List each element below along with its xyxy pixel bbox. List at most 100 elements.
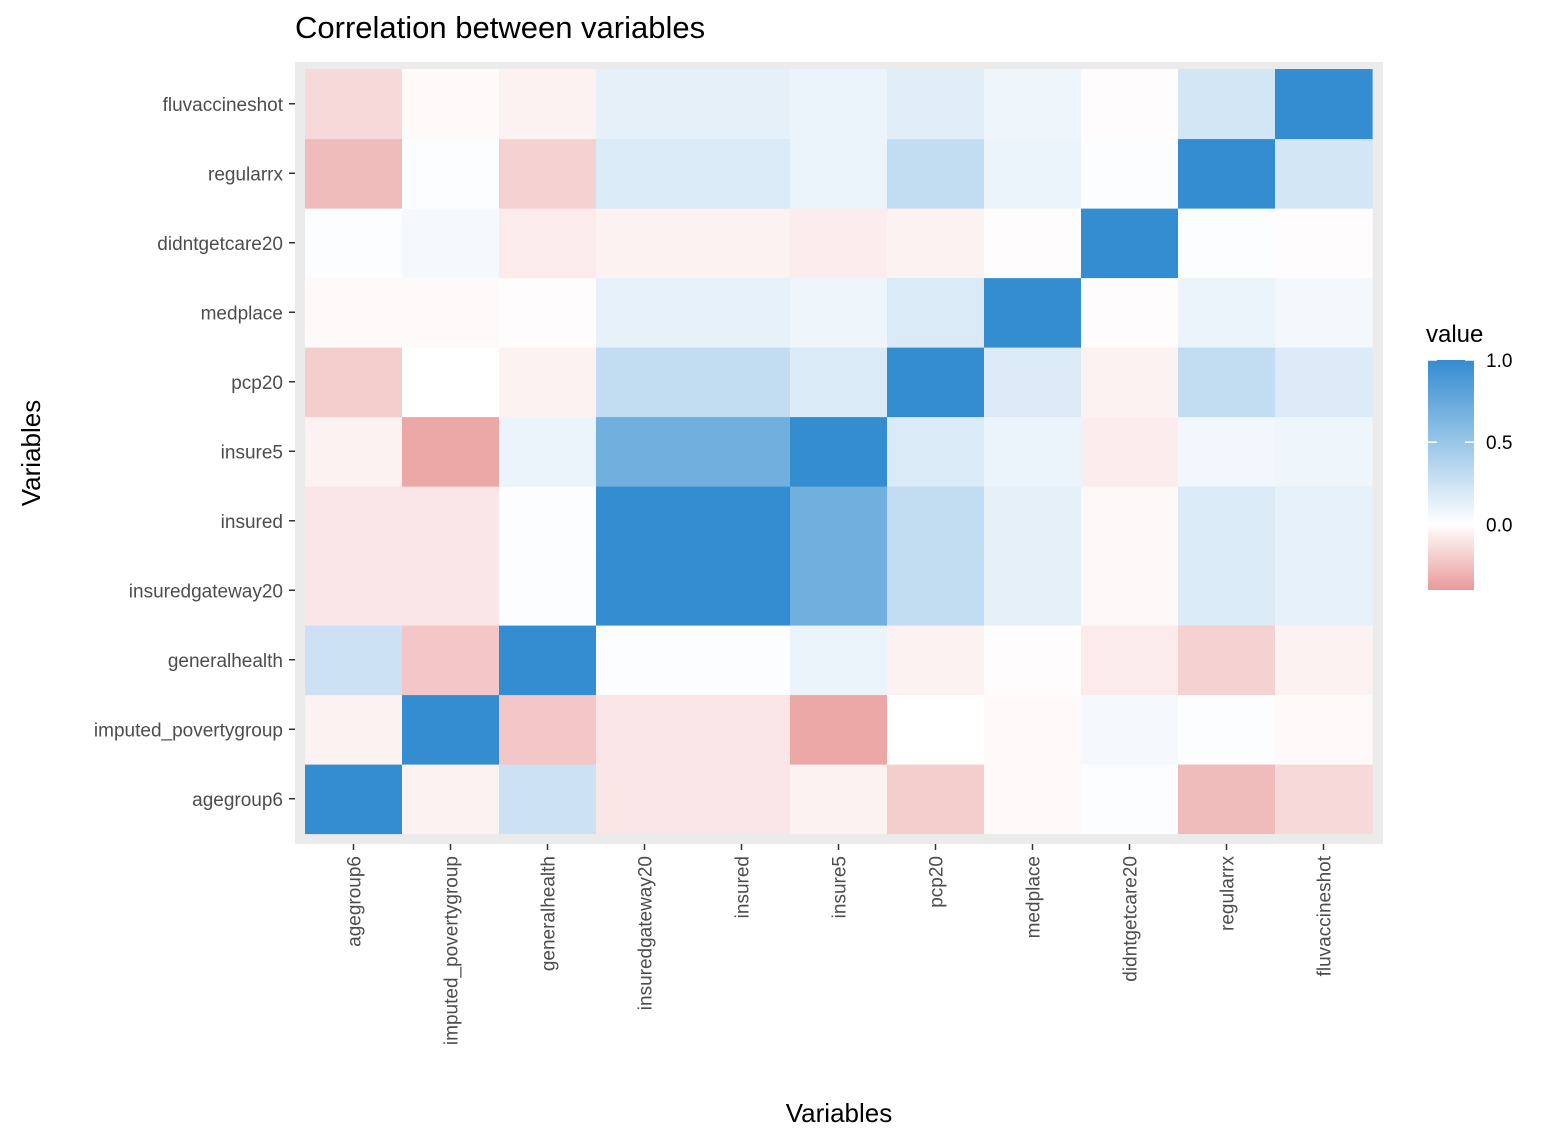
- heatmap-cell: [1081, 764, 1179, 835]
- heatmap-cell: [984, 138, 1082, 209]
- heatmap-cell: [790, 416, 888, 487]
- heatmap-cell: [402, 486, 500, 557]
- heatmap-cell: [887, 486, 985, 557]
- heatmap-cell: [305, 486, 403, 557]
- heatmap-cell: [887, 625, 985, 696]
- heatmap-cell: [499, 486, 597, 557]
- heatmap-cell: [596, 694, 694, 765]
- heatmap-cell: [596, 138, 694, 209]
- heatmap-cell: [887, 416, 985, 487]
- heatmap-cell: [1081, 138, 1179, 209]
- heatmap-cell: [305, 208, 403, 279]
- heatmap-cell: [402, 208, 500, 279]
- heatmap-cell: [305, 69, 403, 140]
- heatmap-cell: [305, 416, 403, 487]
- heatmap-cell: [499, 416, 597, 487]
- heatmap-cell: [693, 138, 791, 209]
- heatmap-cells: [305, 69, 1373, 835]
- heatmap-cell: [499, 625, 597, 696]
- heatmap-cell: [1178, 138, 1276, 209]
- legend-tick-label: 1.0: [1486, 351, 1512, 372]
- color-legend: value 1.0 0.5 0.0: [1426, 321, 1512, 590]
- heatmap-cell: [1275, 555, 1373, 626]
- heatmap-cell: [1081, 694, 1179, 765]
- heatmap-cell: [1081, 347, 1179, 418]
- heatmap-cell: [1081, 416, 1179, 487]
- legend-tick-label: 0.0: [1486, 515, 1512, 536]
- x-tick-label: didntgetcare20: [1121, 856, 1142, 982]
- y-tick-label: regularrx: [208, 164, 283, 185]
- y-tick-label: pcp20: [231, 373, 283, 394]
- y-tick-label: agegroup6: [192, 790, 283, 811]
- x-tick-label: generalhealth: [539, 856, 560, 971]
- heatmap-cell: [984, 347, 1082, 418]
- heatmap-cell: [499, 69, 597, 140]
- heatmap-cell: [887, 208, 985, 279]
- heatmap-cell: [1178, 347, 1276, 418]
- y-tick-label: insure5: [221, 442, 283, 463]
- heatmap-cell: [402, 69, 500, 140]
- heatmap-cell: [1275, 69, 1373, 140]
- heatmap-cell: [499, 208, 597, 279]
- heatmap-cell: [305, 764, 403, 835]
- heatmap-cell: [596, 486, 694, 557]
- heatmap-cell: [984, 555, 1082, 626]
- heatmap-cell: [402, 625, 500, 696]
- heatmap-cell: [790, 138, 888, 209]
- heatmap-cell: [790, 486, 888, 557]
- heatmap-cell: [693, 347, 791, 418]
- heatmap-cell: [984, 625, 1082, 696]
- heatmap-cell: [790, 764, 888, 835]
- heatmap-cell: [402, 694, 500, 765]
- heatmap-cell: [1275, 347, 1373, 418]
- y-tick-label: imputed_povertygroup: [94, 720, 283, 741]
- heatmap-cell: [1275, 486, 1373, 557]
- heatmap-cell: [596, 625, 694, 696]
- heatmap-cell: [499, 277, 597, 348]
- heatmap-cell: [1178, 69, 1276, 140]
- heatmap-cell: [1275, 416, 1373, 487]
- heatmap-cell: [790, 347, 888, 418]
- x-tick-label: regularrx: [1218, 856, 1239, 931]
- heatmap-cell: [1178, 764, 1276, 835]
- y-tick-label: insured: [221, 512, 283, 533]
- heatmap-cell: [402, 138, 500, 209]
- heatmap-cell: [693, 416, 791, 487]
- heatmap-cell: [984, 694, 1082, 765]
- x-tick-label: pcp20: [927, 856, 948, 908]
- heatmap-cell: [790, 694, 888, 765]
- heatmap-cell: [499, 694, 597, 765]
- heatmap-cell: [790, 625, 888, 696]
- y-tick-label: generalhealth: [168, 651, 283, 672]
- y-tick-label: didntgetcare20: [157, 234, 283, 255]
- heatmap-cell: [887, 277, 985, 348]
- heatmap-cell: [1081, 277, 1179, 348]
- x-tick-label: agegroup6: [345, 856, 366, 947]
- legend-title: value: [1426, 321, 1483, 348]
- heatmap-cell: [984, 486, 1082, 557]
- heatmap-cell: [499, 764, 597, 835]
- heatmap-cell: [596, 277, 694, 348]
- heatmap-cell: [596, 416, 694, 487]
- heatmap-cell: [693, 625, 791, 696]
- legend-tick-label: 0.5: [1486, 433, 1512, 454]
- heatmap-cell: [305, 138, 403, 209]
- heatmap-cell: [305, 555, 403, 626]
- heatmap-cell: [1178, 555, 1276, 626]
- y-tick-label: medplace: [201, 303, 283, 324]
- heatmap-cell: [402, 416, 500, 487]
- heatmap-cell: [790, 208, 888, 279]
- legend-ticks: 1.0 0.5 0.0: [1428, 351, 1512, 536]
- heatmap-cell: [693, 69, 791, 140]
- x-tick-label: medplace: [1024, 856, 1045, 938]
- heatmap-cell: [1275, 764, 1373, 835]
- legend-colorbar: [1428, 360, 1474, 590]
- chart-title: Correlation between variables: [295, 10, 705, 45]
- y-axis-title: Variables: [16, 400, 46, 506]
- x-tick-label: imputed_povertygroup: [442, 856, 463, 1045]
- heatmap-cell: [402, 555, 500, 626]
- heatmap-cell: [305, 347, 403, 418]
- heatmap-cell: [1081, 555, 1179, 626]
- heatmap-cell: [596, 555, 694, 626]
